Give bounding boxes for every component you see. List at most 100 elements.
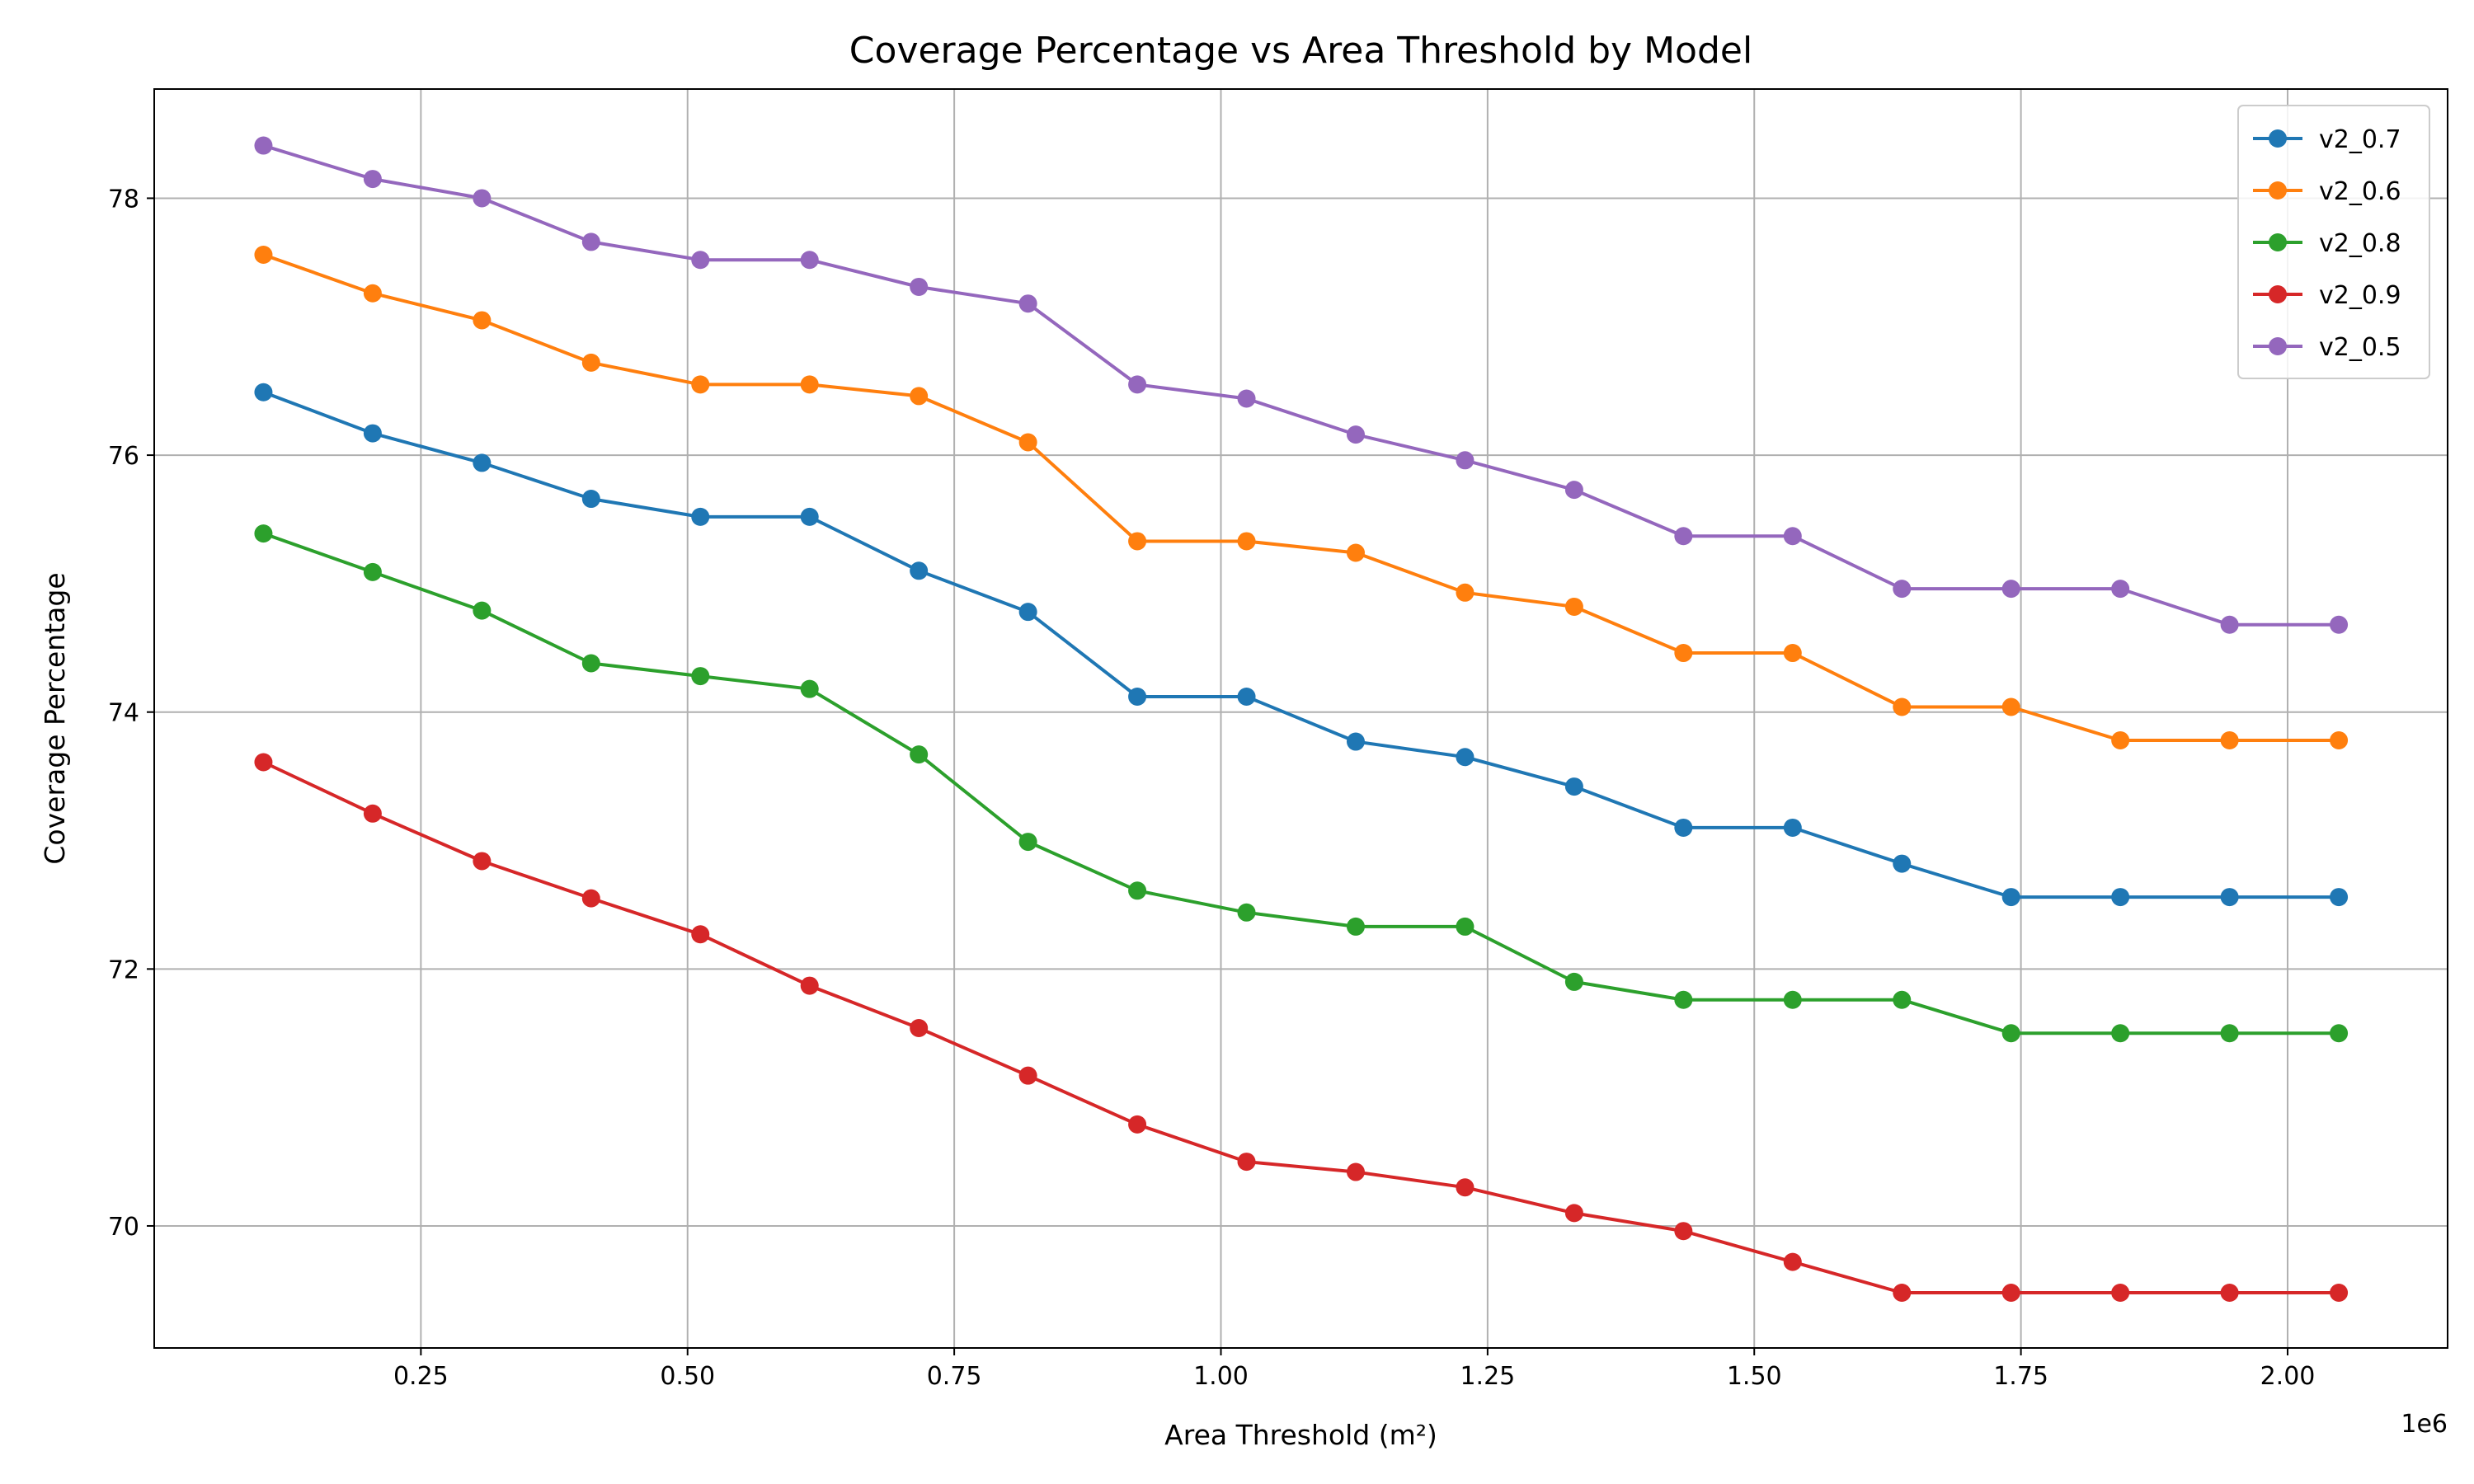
data-point xyxy=(1893,854,1912,873)
data-point xyxy=(910,561,929,580)
x-axis-offset-label: 1e6 xyxy=(2401,1410,2448,1439)
data-point xyxy=(910,387,929,406)
data-point xyxy=(1893,580,1912,599)
data-point xyxy=(363,170,382,189)
legend-marker xyxy=(2269,233,2287,251)
x-axis-label: Area Threshold (m²) xyxy=(1164,1419,1437,1451)
data-point xyxy=(1564,777,1583,796)
data-point xyxy=(363,424,382,443)
data-point xyxy=(1564,972,1583,991)
data-point xyxy=(254,383,273,402)
data-point xyxy=(1128,375,1147,394)
data-point xyxy=(691,925,710,944)
x-tick-label: 0.50 xyxy=(660,1362,715,1391)
data-point xyxy=(2111,1024,2130,1043)
data-point xyxy=(1018,294,1037,313)
data-point xyxy=(1237,1153,1256,1172)
data-point xyxy=(800,507,819,526)
data-point xyxy=(691,251,710,270)
data-point xyxy=(1346,732,1365,751)
data-point xyxy=(581,232,600,251)
x-tick-label: 2.00 xyxy=(2260,1362,2316,1391)
data-point xyxy=(1018,1066,1037,1085)
data-point xyxy=(691,507,710,526)
x-tick-label: 1.75 xyxy=(1993,1362,2048,1391)
data-point xyxy=(2220,1283,2239,1302)
x-tick-label: 1.25 xyxy=(1460,1362,1515,1391)
x-tick-label: 0.75 xyxy=(927,1362,982,1391)
legend-marker xyxy=(2269,129,2287,148)
data-point xyxy=(254,246,273,265)
data-point xyxy=(800,679,819,698)
data-point xyxy=(1783,1252,1802,1271)
data-point xyxy=(2330,1283,2349,1302)
data-point xyxy=(910,745,929,764)
plot-frame xyxy=(153,88,2448,1349)
data-point xyxy=(1564,597,1583,616)
series-line xyxy=(262,390,2340,899)
data-point xyxy=(1456,1178,1475,1197)
data-point xyxy=(800,251,819,270)
data-point xyxy=(473,453,492,472)
data-point xyxy=(1893,990,1912,1009)
data-point xyxy=(473,189,492,208)
data-point xyxy=(581,353,600,372)
data-point xyxy=(1456,748,1475,767)
data-point xyxy=(1346,917,1365,936)
legend-item: v2_0.7 xyxy=(2253,125,2401,154)
data-point xyxy=(473,852,492,871)
legend-label: v2_0.6 xyxy=(2319,177,2401,206)
data-point xyxy=(1893,697,1912,716)
data-point xyxy=(363,804,382,823)
x-axis-ticks: 0.25 0.50 0.75 1.00 1.25 1.50 1.75 2.00 xyxy=(393,1348,2315,1391)
data-point xyxy=(2220,888,2239,907)
data-point xyxy=(1018,833,1037,852)
data-point xyxy=(363,284,382,303)
series-v2_0.8 xyxy=(254,524,2349,1043)
data-point xyxy=(2111,730,2130,749)
data-point xyxy=(800,976,819,995)
y-tick-label: 74 xyxy=(108,699,139,728)
data-point xyxy=(2330,615,2349,634)
series-line xyxy=(262,143,2340,627)
y-tick-label: 78 xyxy=(108,185,139,214)
data-point xyxy=(1456,917,1475,936)
data-point xyxy=(1128,881,1147,900)
data-point xyxy=(910,1019,929,1038)
y-tick-label: 70 xyxy=(108,1213,139,1242)
data-point xyxy=(1674,527,1693,546)
chart-title: Coverage Percentage vs Area Threshold by… xyxy=(849,30,1752,72)
series-v2_0.6 xyxy=(254,246,2349,749)
data-point xyxy=(2111,580,2130,599)
data-point xyxy=(2330,1024,2349,1043)
data-point xyxy=(1674,644,1693,663)
legend-box xyxy=(2237,105,2430,379)
data-point xyxy=(2001,697,2020,716)
x-tick-label: 0.25 xyxy=(393,1362,449,1391)
data-point xyxy=(1237,903,1256,922)
series-v2_0.9 xyxy=(254,753,2349,1302)
data-point xyxy=(1346,543,1365,562)
data-point xyxy=(1237,688,1256,707)
data-point xyxy=(1128,1115,1147,1134)
legend-marker xyxy=(2269,181,2287,200)
legend-item: v2_0.9 xyxy=(2253,281,2401,310)
legend-label: v2_0.5 xyxy=(2319,333,2401,362)
data-point xyxy=(1674,990,1693,1009)
data-point xyxy=(2001,888,2020,907)
legend: v2_0.7 v2_0.6 v2_0.8 v2_0.9 v2_0.5 xyxy=(2237,105,2430,379)
data-point xyxy=(1128,688,1147,707)
legend-item: v2_0.8 xyxy=(2253,229,2401,258)
data-point xyxy=(800,375,819,394)
data-point xyxy=(254,136,273,155)
data-point xyxy=(1783,527,1802,546)
series-v2_0.5 xyxy=(254,136,2349,634)
legend-label: v2_0.8 xyxy=(2319,229,2401,258)
data-point xyxy=(2111,888,2130,907)
data-point xyxy=(691,375,710,394)
data-point xyxy=(1346,1162,1365,1181)
data-point xyxy=(1783,818,1802,837)
data-point xyxy=(910,277,929,296)
legend-item: v2_0.5 xyxy=(2253,333,2401,362)
